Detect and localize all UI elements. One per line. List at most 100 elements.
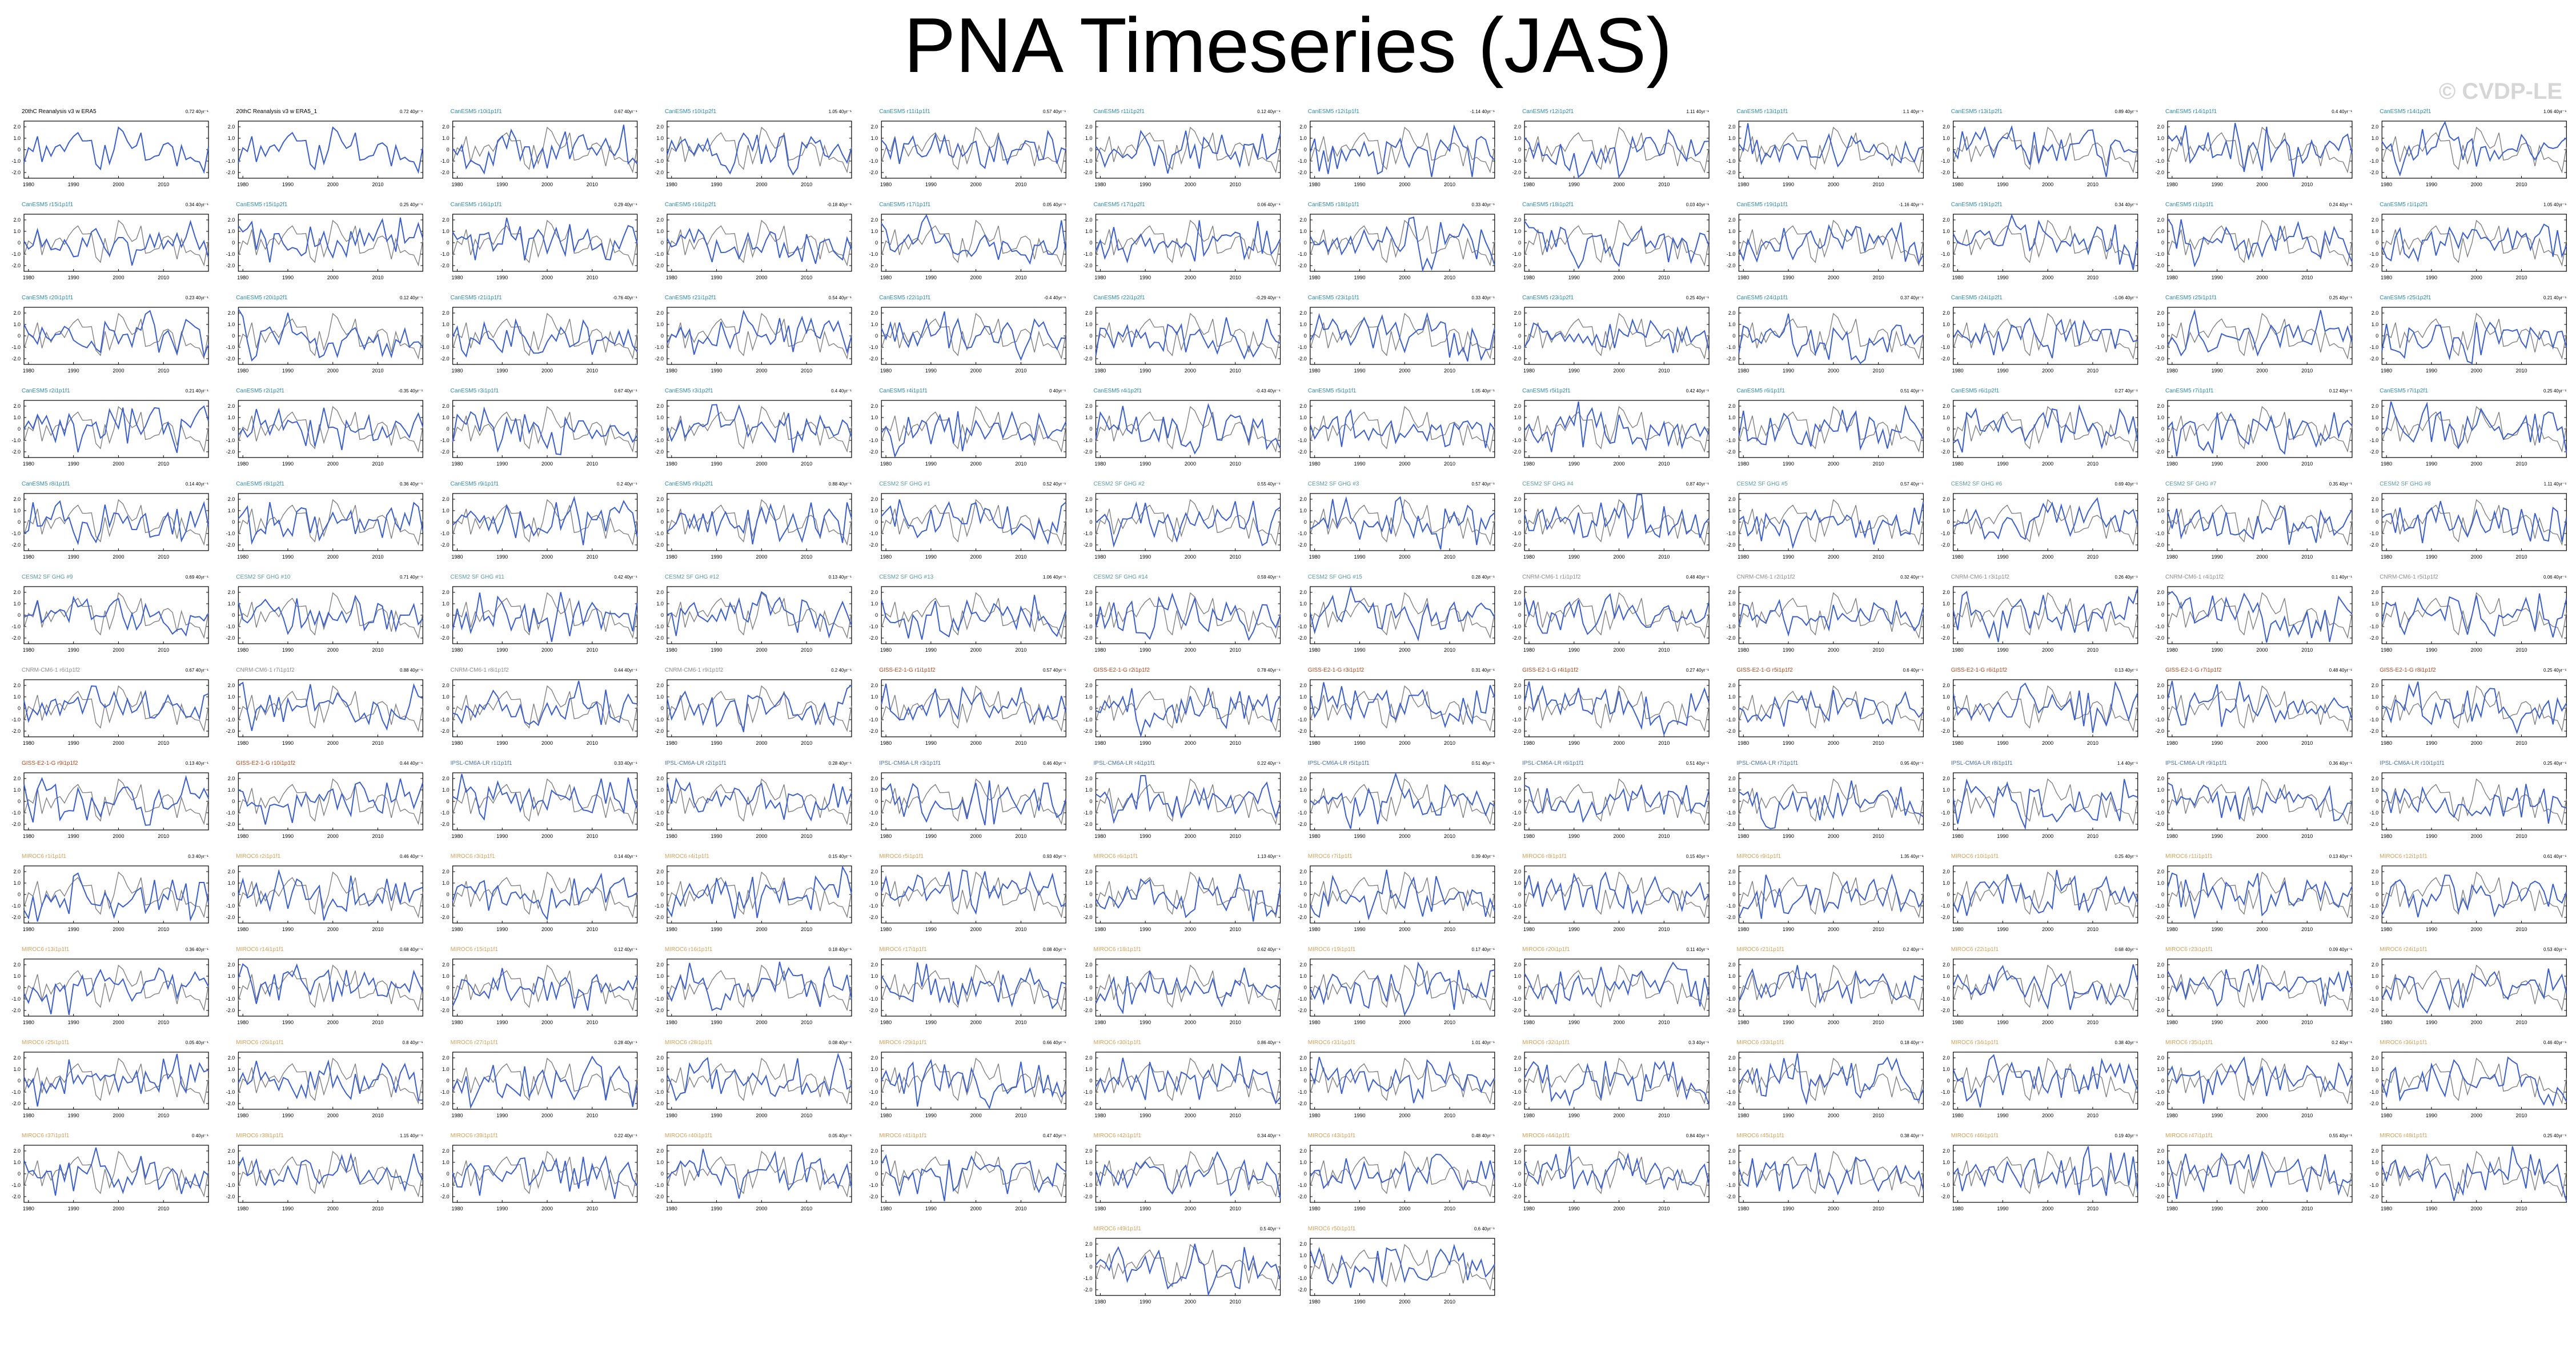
x-tick-label: 2010 xyxy=(1658,1113,1670,1118)
x-tick-label: 2010 xyxy=(372,554,384,560)
panel-title: MIROC6 r30i1p1f1 xyxy=(1094,1040,1142,1046)
panel-title: MIROC6 r47i1p1f1 xyxy=(2165,1133,2213,1139)
panel-title: CanESM5 r16i1p1f1 xyxy=(451,202,502,208)
x-tick-label: 2010 xyxy=(158,182,169,187)
y-tick-label: -1.0 xyxy=(440,531,450,536)
y-tick-label: 0 xyxy=(447,333,450,339)
panel-title: GISS-E2-1-G r3i1p1f2 xyxy=(1308,667,1365,673)
y-tick-label: 0 xyxy=(875,147,878,153)
y-tick-label: 1.0 xyxy=(1728,508,1736,513)
panel: CanESM5 r7i1p2f1 0.25 40yr⁻¹2.01.00-1.0-2… xyxy=(2370,388,2567,467)
model-series-line xyxy=(1095,1056,1281,1105)
y-tick-label: 2.0 xyxy=(871,496,878,502)
x-tick-label: 1990 xyxy=(711,368,723,374)
panel: CESM2 SF GHG #10 0.71 40yr⁻¹2.01.00-1.0-2… xyxy=(226,574,424,653)
y-tick-label: 0 xyxy=(2161,799,2164,804)
y-tick-label: 1.0 xyxy=(1728,973,1736,979)
y-tick-label: 2.0 xyxy=(1299,589,1307,595)
y-tick-label: -2.0 xyxy=(1941,356,1950,362)
model-series-line xyxy=(1524,318,1710,354)
x-tick-label: 2000 xyxy=(1185,461,1196,467)
panel-title: IPSL-CM6A-LR r10i1p1f1 xyxy=(2380,760,2445,767)
model-series-line xyxy=(1309,682,1495,729)
y-tick-label: 2.0 xyxy=(228,310,235,316)
y-tick-label: 1.0 xyxy=(1514,322,1522,327)
y-tick-label: -2.0 xyxy=(11,542,21,548)
panel-trend: -0.29 40yr⁻¹ xyxy=(1256,295,1281,300)
x-tick-label: 1980 xyxy=(2381,740,2392,746)
x-tick-label: 2000 xyxy=(2471,1020,2482,1025)
y-tick-label: -2.0 xyxy=(1727,170,1736,175)
y-tick-label: -1.0 xyxy=(1084,1275,1093,1281)
model-series-line xyxy=(23,500,209,545)
x-tick-label: 1980 xyxy=(880,833,892,839)
obs-series-line xyxy=(1953,778,2138,825)
model-series-line xyxy=(1952,125,2138,178)
y-tick-label: -2.0 xyxy=(1512,449,1522,455)
y-tick-label: 0 xyxy=(2376,705,2378,711)
y-tick-label: -1.0 xyxy=(1084,531,1093,536)
x-tick-label: 1980 xyxy=(23,1206,34,1211)
y-tick-label: -1.0 xyxy=(2370,810,2379,816)
model-series-line xyxy=(1952,869,2138,916)
model-series-line xyxy=(881,683,1067,724)
x-tick-label: 2010 xyxy=(1658,368,1670,374)
panel-trend: 0.48 40yr⁻¹ xyxy=(1472,1133,1495,1138)
x-tick-label: 2000 xyxy=(1614,182,1625,187)
x-tick-label: 2010 xyxy=(1873,647,1884,653)
x-tick-label: 1980 xyxy=(1952,275,1964,280)
y-tick-label: -1.0 xyxy=(1941,158,1950,164)
y-tick-label: -2.0 xyxy=(1298,821,1307,827)
y-tick-label: 1.0 xyxy=(1085,694,1093,700)
y-tick-label: -2.0 xyxy=(440,821,450,827)
obs-series-line xyxy=(881,1150,1066,1198)
y-tick-label: -2.0 xyxy=(1298,1194,1307,1199)
panel-title: MIROC6 r33i1p1f1 xyxy=(1736,1040,1784,1046)
panel-trend: 0.36 40yr⁻¹ xyxy=(400,482,423,487)
x-tick-label: 2000 xyxy=(1399,1206,1410,1211)
x-tick-label: 2010 xyxy=(1230,275,1241,280)
panel: MIROC6 r44i1p1f1 0.84 40yr⁻¹2.01.00-1.0-2… xyxy=(1512,1133,1710,1211)
panel-trend: 0.27 40yr⁻¹ xyxy=(1686,668,1710,673)
x-tick-label: 1980 xyxy=(1309,368,1321,374)
y-tick-label: 2.0 xyxy=(442,1055,450,1061)
x-tick-label: 2000 xyxy=(2042,740,2053,746)
x-tick-label: 1980 xyxy=(1309,926,1321,932)
y-tick-label: 0 xyxy=(875,426,878,432)
panel: CanESM5 r21i1p2f1 0.54 40yr⁻¹2.01.00-1.0-… xyxy=(655,295,852,374)
x-tick-label: 1980 xyxy=(2166,833,2178,839)
panel-title: MIROC6 r42i1p1f1 xyxy=(1094,1133,1142,1139)
y-tick-label: 0 xyxy=(2161,985,2164,990)
panel-title: CanESM5 r8i1p2f1 xyxy=(236,481,284,487)
x-tick-label: 1990 xyxy=(711,461,723,467)
y-tick-label: 0 xyxy=(1732,240,1735,246)
y-tick-label: 0 xyxy=(2376,333,2378,339)
y-tick-label: 0 xyxy=(1304,1171,1307,1177)
y-tick-label: 0 xyxy=(875,240,878,246)
y-tick-label: -1.0 xyxy=(1727,1089,1736,1095)
x-tick-label: 2010 xyxy=(2516,275,2527,280)
model-series-line xyxy=(1309,961,1495,1017)
model-series-line xyxy=(1309,312,1495,362)
x-tick-label: 1980 xyxy=(1309,647,1321,653)
y-tick-label: 2.0 xyxy=(13,776,21,781)
x-tick-label: 1980 xyxy=(1952,647,1964,653)
obs-series-line xyxy=(1310,312,1495,360)
y-tick-label: -1.0 xyxy=(2155,810,2164,816)
y-tick-label: 1.0 xyxy=(871,973,878,979)
x-tick-label: 1990 xyxy=(1997,1206,2008,1211)
x-tick-label: 2010 xyxy=(801,182,812,187)
y-tick-label: -2.0 xyxy=(2155,542,2164,548)
x-tick-label: 1990 xyxy=(1997,740,2008,746)
x-tick-label: 1990 xyxy=(282,647,294,653)
x-tick-label: 2000 xyxy=(113,182,124,187)
x-tick-label: 1980 xyxy=(2166,461,2178,467)
obs-series-line xyxy=(1524,499,1710,546)
model-series-line xyxy=(1095,775,1281,824)
x-tick-label: 2000 xyxy=(2471,833,2482,839)
panel: CESM2 SF GHG #7 0.35 40yr⁻¹2.01.00-1.0-2.… xyxy=(2155,481,2353,560)
x-tick-label: 2010 xyxy=(1230,1206,1241,1211)
y-tick-label: 1.0 xyxy=(1943,415,1950,420)
y-tick-label: 0 xyxy=(18,1171,21,1177)
x-tick-label: 1980 xyxy=(666,461,677,467)
